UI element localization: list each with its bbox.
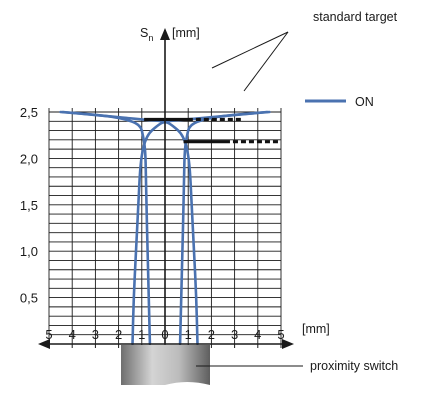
y-tick-labels: 0,5 1,0 1,5 2,0 2,5 bbox=[20, 105, 38, 306]
x-tick-label: 5 bbox=[45, 327, 52, 342]
x-axis-unit: [mm] bbox=[302, 322, 330, 336]
target-markers bbox=[144, 117, 280, 144]
y-tick-label: 1,0 bbox=[20, 244, 38, 259]
x-tick-label: 4 bbox=[69, 327, 76, 342]
standard-target-leader-1 bbox=[211, 31, 289, 69]
x-axis-arrow-left bbox=[38, 339, 50, 349]
standard-target-label: standard target bbox=[313, 10, 398, 24]
proximity-switch-label: proximity switch bbox=[310, 359, 398, 373]
x-axis-arrow-right bbox=[282, 339, 294, 349]
x-tick-label: 2 bbox=[115, 327, 122, 342]
x-tick-label: 2 bbox=[208, 327, 215, 342]
x-tick-labels: 5 4 3 2 1 0 1 2 3 4 5 bbox=[45, 327, 284, 342]
y-tick-label: 2,5 bbox=[20, 105, 38, 120]
y-axis-arrow bbox=[160, 28, 170, 40]
y-tick-label: 2,0 bbox=[20, 151, 38, 166]
x-tick-label: 5 bbox=[277, 327, 284, 342]
standard-target-leader-2 bbox=[243, 31, 289, 92]
y-axis-label: Sn bbox=[140, 26, 153, 43]
x-tick-label: 3 bbox=[92, 327, 99, 342]
y-tick-label: 0,5 bbox=[20, 291, 38, 306]
y-tick-label: 1,5 bbox=[20, 198, 38, 213]
proximity-switch-bottom-edge bbox=[121, 382, 210, 394]
y-axis-unit: [mm] bbox=[172, 26, 200, 40]
x-tick-label: 4 bbox=[254, 327, 261, 342]
x-tick-label: 1 bbox=[138, 327, 145, 342]
proximity-switch-body bbox=[121, 345, 210, 385]
series-on-line bbox=[131, 110, 269, 346]
x-tick-label: 1 bbox=[185, 327, 192, 342]
x-tick-label: 0 bbox=[161, 327, 168, 342]
series-on-line bbox=[61, 110, 199, 346]
x-tick-label: 3 bbox=[231, 327, 238, 342]
legend-on-label: ON bbox=[355, 95, 374, 109]
